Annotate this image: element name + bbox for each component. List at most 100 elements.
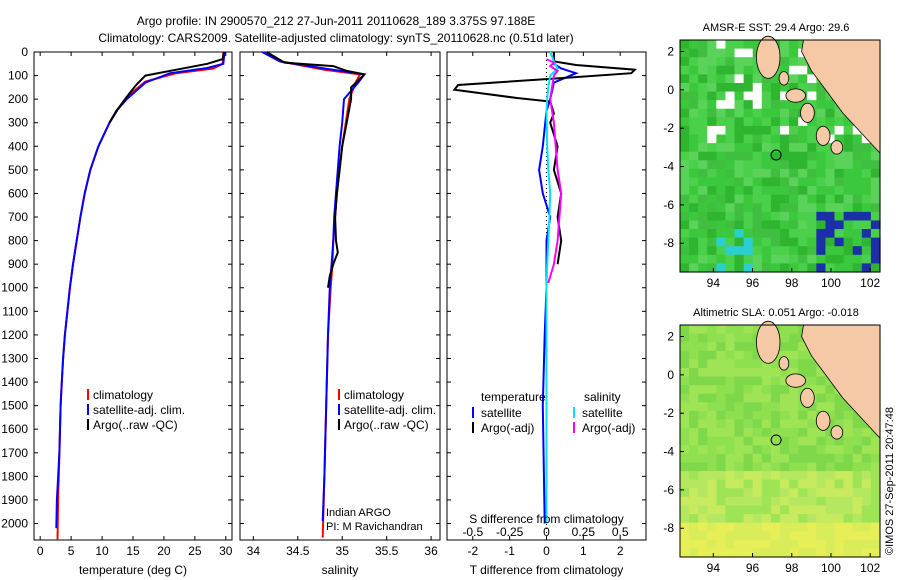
map-cell: [689, 539, 699, 550]
map-cell: [816, 376, 827, 386]
map-cell: [834, 410, 845, 421]
map-cell: [689, 125, 699, 136]
map-cell: [734, 151, 745, 161]
map-cell: [861, 194, 872, 204]
map-cell: [734, 385, 745, 395]
map-cell: [752, 539, 763, 550]
map-cell: [680, 117, 690, 127]
map-cell: [843, 445, 854, 455]
map-cell: [698, 325, 708, 335]
map-cell: [689, 428, 699, 438]
map-cell: [707, 496, 717, 507]
map-cell: [834, 151, 845, 161]
map-cell: [752, 325, 763, 335]
map-cell: [825, 194, 836, 204]
map-cell: [689, 453, 699, 464]
map-cell: [680, 237, 690, 247]
map-cell: [870, 488, 881, 498]
map-cell: [707, 453, 717, 464]
map-cell: [734, 367, 745, 378]
map-cell: [707, 100, 717, 110]
map-cell: [770, 160, 781, 170]
map-cell: [789, 402, 799, 412]
map-cell: [752, 177, 763, 187]
map-cell: [761, 488, 772, 498]
map-cell: [780, 462, 790, 472]
map-cell: [752, 479, 763, 489]
map-cell: [825, 203, 836, 213]
map-cell: [725, 100, 736, 110]
map-cell: [789, 48, 799, 58]
legend-label: satellite-adj. clim.: [93, 403, 185, 417]
map-cell: [825, 117, 836, 127]
map-cell: [780, 246, 790, 256]
island: [778, 356, 790, 371]
map-cell: [698, 359, 708, 369]
map-cell: [789, 229, 799, 239]
map-cell: [807, 82, 817, 93]
map-cell: [825, 254, 836, 265]
map-cell: [743, 40, 754, 50]
map-cell: [843, 168, 854, 179]
map-cell: [798, 143, 808, 153]
map-cell: [680, 342, 690, 352]
map-cell: [780, 220, 790, 230]
map-cell: [807, 254, 817, 265]
map-cell: [743, 143, 754, 153]
map-cell: [716, 359, 727, 369]
map-cell: [743, 263, 754, 273]
map-cell: [734, 436, 745, 446]
map-cell: [680, 82, 690, 93]
map-cell: [770, 108, 781, 118]
map-cell: [716, 419, 727, 429]
map-cell: [761, 359, 772, 369]
map-x-tick-label: 102: [860, 276, 880, 290]
map-cell: [816, 108, 827, 118]
map-cell: [780, 186, 790, 196]
map-cell: [807, 237, 817, 247]
x-tick-label: 20: [157, 544, 171, 558]
map-cell: [743, 194, 754, 204]
map-cell: [734, 419, 745, 429]
depth-tick-label: 800: [8, 234, 28, 248]
map-cell: [852, 539, 863, 550]
map-cell: [707, 325, 717, 335]
map-cell: [716, 151, 727, 161]
map-y-tick-label: 2: [667, 45, 674, 59]
map-cell: [689, 254, 699, 265]
map-cell: [761, 263, 772, 273]
map-cell: [843, 402, 854, 412]
map-cell: [698, 211, 708, 222]
map-cell: [789, 496, 799, 507]
x-tick-label: 1: [580, 544, 587, 558]
map-cell: [743, 177, 754, 187]
map-cell: [725, 402, 736, 412]
map-cell: [752, 445, 763, 455]
map-cell: [789, 462, 799, 472]
map-cell: [780, 393, 790, 403]
map-cell: [780, 48, 790, 58]
legend-label: satellite: [481, 406, 522, 420]
map-cell: [707, 522, 717, 532]
map-cell: [816, 488, 827, 498]
map-cell: [725, 143, 736, 153]
map-cell: [789, 203, 799, 213]
map-cell: [870, 462, 881, 472]
sla-map-panel: Altimetric SLA: 0.051 Argo: -0.018 94 96 9…: [663, 307, 881, 575]
map-cell: [798, 229, 808, 239]
map-cell: [716, 402, 727, 412]
map-cell: [725, 419, 736, 429]
map-cell: [789, 143, 799, 153]
map-cell: [689, 91, 699, 101]
map-cell: [780, 376, 790, 386]
map-cell: [780, 522, 790, 532]
map-cell: [816, 203, 827, 213]
map-cell: [680, 385, 690, 395]
map-cell: [807, 91, 817, 101]
map-cell: [816, 168, 827, 179]
map-cell: [716, 479, 727, 489]
map-cell: [689, 143, 699, 153]
map-cell: [789, 40, 799, 50]
island: [800, 387, 815, 408]
map-cell: [770, 91, 781, 101]
